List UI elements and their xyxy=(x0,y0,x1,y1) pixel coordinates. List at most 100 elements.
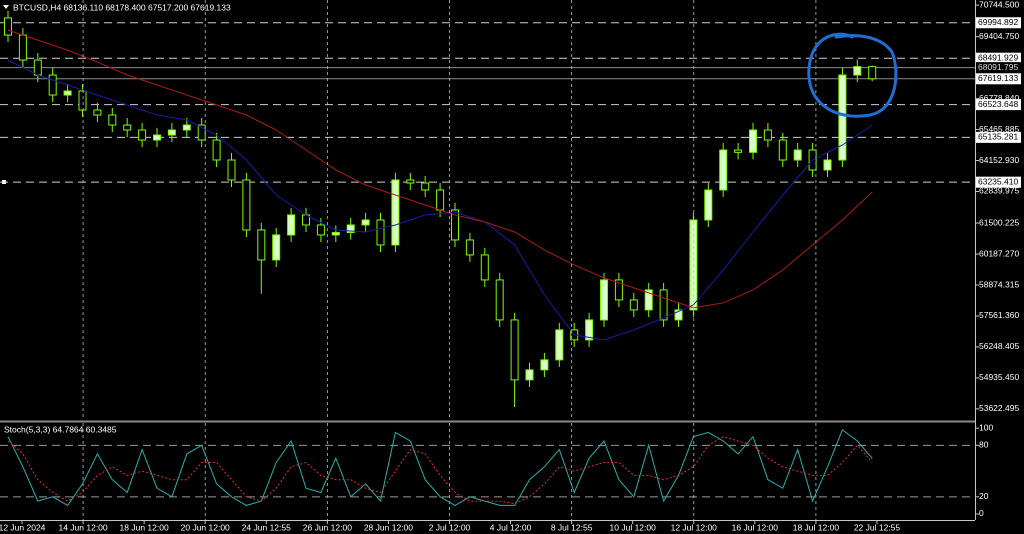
candle-body xyxy=(763,129,772,141)
y-tick-label: 100 xyxy=(979,422,993,432)
candle-body xyxy=(823,159,832,171)
x-tick-label: 8 Jul 12:55 xyxy=(551,522,593,532)
y-tick-label: 57561.360 xyxy=(979,310,1019,320)
x-tick-label: 26 Jun 12:00 xyxy=(303,522,352,532)
level-label: 63235.410 xyxy=(978,176,1018,186)
candle-body xyxy=(376,219,385,246)
candle-body xyxy=(227,159,236,181)
candle-body xyxy=(525,369,534,381)
y-tick-label: 64152.930 xyxy=(979,155,1019,165)
x-tick-label: 20 Jun 12:00 xyxy=(181,522,230,532)
candle-body xyxy=(674,309,683,321)
candle-body xyxy=(78,90,87,111)
candle-body xyxy=(123,124,132,131)
level-label: 69994.892 xyxy=(978,17,1018,27)
candle-body xyxy=(480,254,489,281)
candle-body xyxy=(108,114,117,126)
level-label: 65135.281 xyxy=(978,132,1018,142)
candle-body xyxy=(63,90,72,96)
level-label-box xyxy=(976,176,1021,188)
candle-body xyxy=(704,189,713,221)
candle-body xyxy=(18,34,27,61)
candle-body xyxy=(778,139,787,161)
candle-body xyxy=(138,129,147,141)
y-tick-label: 54935.450 xyxy=(979,372,1019,382)
y-tick-label: 62839.975 xyxy=(979,186,1019,196)
candle-body xyxy=(346,224,355,234)
y-tick-label: 53622.495 xyxy=(979,403,1019,413)
candle-body xyxy=(391,179,400,246)
candle-body xyxy=(287,214,296,236)
candle-body xyxy=(465,239,474,256)
candle-body xyxy=(629,299,638,311)
menu-triangle[interactable] xyxy=(3,5,9,9)
y-tick-label: 56248.405 xyxy=(979,341,1019,351)
candle-body xyxy=(361,219,370,226)
x-tick-label: 2 Jul 12:00 xyxy=(429,522,471,532)
x-tick-label: 16 Jul 12:00 xyxy=(732,522,779,532)
level-label-box xyxy=(976,131,1021,143)
candle-body xyxy=(33,59,42,76)
candle-body xyxy=(614,279,623,301)
x-tick-label: 18 Jun 12:00 xyxy=(120,522,169,532)
price-label: 68091.795 xyxy=(978,62,1018,72)
moving-average xyxy=(7,59,873,341)
y-tick-label: 61500.225 xyxy=(979,217,1019,227)
level-label-box xyxy=(976,99,1021,111)
oscillator-line xyxy=(7,429,873,507)
y-tick-label: 0 xyxy=(979,508,984,518)
candle-body xyxy=(495,279,504,321)
x-tick-label: 12 Jul 12:00 xyxy=(671,522,718,532)
hand-drawn-circle xyxy=(807,32,898,118)
candle-body xyxy=(585,319,594,341)
candle-body xyxy=(93,109,102,116)
candle-body xyxy=(316,224,325,236)
candle-body xyxy=(153,134,161,141)
x-tick-label: 10 Jul 12:00 xyxy=(610,522,657,532)
x-tick-label: 28 Jun 12:00 xyxy=(364,522,413,532)
candle-body xyxy=(167,129,176,136)
x-tick-label: 4 Jul 12:00 xyxy=(490,522,532,532)
y-tick-label: 70744.500 xyxy=(979,0,1019,9)
candle-body xyxy=(4,17,12,36)
candle-body xyxy=(868,66,877,80)
candle-body xyxy=(272,234,281,261)
y-tick-label: 58874.315 xyxy=(979,279,1019,289)
x-tick-label: 18 Jul 12:00 xyxy=(793,522,840,532)
candle-body xyxy=(257,229,266,261)
candle-body xyxy=(436,189,445,211)
candle-body xyxy=(182,124,191,131)
candle-body xyxy=(555,329,564,361)
price-label: 67619.133 xyxy=(978,73,1018,83)
candle-body xyxy=(540,359,549,371)
candle-body xyxy=(510,319,519,381)
level-label: 68491.929 xyxy=(978,52,1018,62)
y-tick-label: 69404.750 xyxy=(979,31,1019,41)
indicator-title: Stoch(5,3,3) 64.7864 60.3485 xyxy=(4,424,117,434)
candle-body xyxy=(212,139,221,161)
candle-body xyxy=(749,129,757,153)
y-tick-label: 20 xyxy=(979,491,989,501)
price-label-box xyxy=(976,62,1021,74)
candle-body xyxy=(838,74,847,161)
level-label-box xyxy=(976,52,1021,64)
x-tick-label: 22 Jul 12:55 xyxy=(854,522,901,532)
x-tick-label: 12 Jun 2024 xyxy=(0,522,46,532)
candle-body xyxy=(734,149,743,153)
y-tick-label: 65465.885 xyxy=(979,124,1019,134)
y-tick-label: 66778.840 xyxy=(979,93,1019,103)
candle-body xyxy=(451,209,459,241)
x-tick-label: 14 Jun 12:00 xyxy=(58,522,107,532)
candle-body xyxy=(853,66,862,76)
candle-body xyxy=(406,179,415,184)
candle-body xyxy=(421,182,430,191)
symbol-header: BTCUSD,H4 68136.110 68178.400 67517.200 … xyxy=(13,2,231,12)
candle-body xyxy=(719,149,728,191)
candle-body xyxy=(48,74,57,96)
candle-body xyxy=(659,289,668,321)
candle-body xyxy=(600,279,608,321)
